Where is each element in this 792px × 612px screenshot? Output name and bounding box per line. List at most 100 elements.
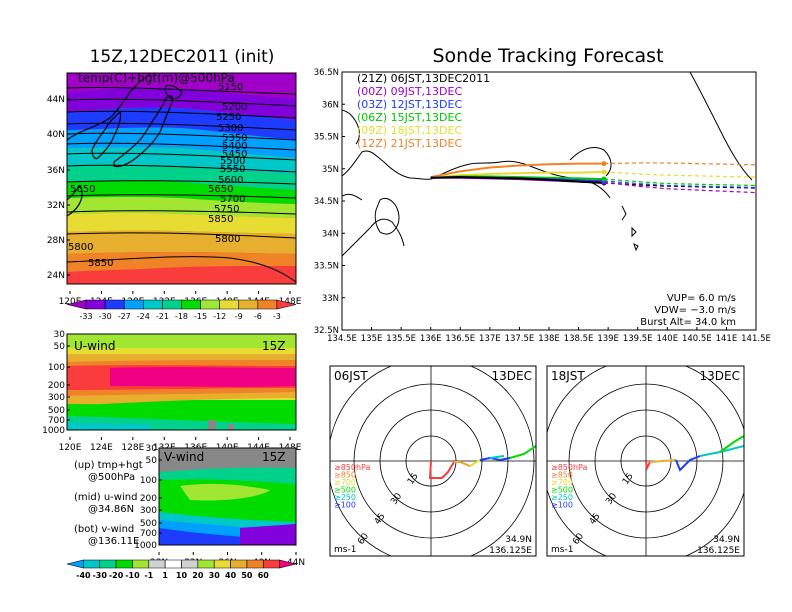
colorbar-cell: [115, 559, 133, 569]
y-tick-label: 36N: [47, 166, 65, 176]
x-tick-label: 135E: [361, 334, 383, 344]
hodo-legend-entry: ≥500: [551, 486, 573, 495]
hodo-legend-entry: ≥250: [551, 493, 573, 502]
track-legend-entry: (12Z) 21JST,13DEC: [357, 137, 462, 150]
colorbar-cell: [200, 299, 220, 310]
contour-label: 5150: [218, 82, 243, 93]
colorbar-label: -33: [80, 312, 93, 321]
colorbar-cell: [230, 559, 248, 569]
hodo-time: 06JST: [334, 369, 368, 383]
colorbar-label: 20: [192, 571, 204, 580]
colorbar-label: -15: [194, 312, 207, 321]
colorbar-cell: [197, 559, 215, 569]
y-tick-label: 700: [48, 416, 65, 426]
x-tick-label: 141.5E: [741, 334, 771, 344]
track-dashed-line: [603, 180, 756, 189]
note-line: (mid) u-wind: [74, 492, 137, 503]
track-line: [430, 176, 605, 184]
mid-panel: U-wind 15Z 120E124E128E132E136E140E144E1…: [42, 330, 302, 453]
hodo-date: 13DEC: [492, 369, 532, 383]
y-tick-label: 34.5N: [314, 197, 339, 207]
colorbar-cell: [148, 559, 166, 569]
colorbar-cell: [262, 559, 280, 569]
contour-label: 5650: [70, 184, 95, 195]
x-tick-label: 120E: [59, 297, 82, 307]
note-line: @500hPa: [88, 472, 135, 483]
y-tick-label: 32.5N: [314, 326, 339, 336]
contour-label: 5450: [222, 149, 247, 160]
x-tick-label: 128E: [121, 443, 144, 453]
y-tick-label: 44N: [47, 95, 65, 105]
hodo-legend-entry: ≥700: [334, 478, 356, 487]
contour-label: 5750: [214, 204, 239, 215]
hodo-legend-entry: ≥850: [551, 471, 573, 480]
colorbar-label: 40: [225, 571, 237, 580]
colorbar-label: -1: [144, 571, 153, 580]
colorbar-label: 1: [162, 571, 168, 580]
upper-panel-label: temp(C)+hgt(m)@500hPa: [78, 71, 235, 85]
hodo-legend-entry: ≥850: [334, 471, 356, 480]
contour-label: 5300: [218, 123, 243, 134]
x-tick-label: 135.5E: [386, 334, 416, 344]
colorbar-cell: [143, 299, 163, 310]
x-tick-label: 137E: [479, 334, 501, 344]
right-title: Sonde Tracking Forecast: [432, 45, 663, 67]
y-tick-label: 300: [140, 506, 157, 516]
colorbar-cell: [164, 559, 182, 569]
y-tick-label: 50: [146, 456, 158, 466]
burst-point: [601, 169, 607, 175]
colorbar-cell: [257, 299, 278, 310]
y-tick-label: 35.5N: [314, 133, 339, 143]
y-tick-label: 100: [48, 363, 65, 373]
track-legend-entry: (21Z) 06JST,13DEC2011: [357, 72, 490, 85]
y-tick-label: 28N: [47, 236, 65, 246]
colorbar-cell: [238, 299, 259, 310]
hodo-legend-entry: ≥700: [551, 478, 573, 487]
bottom-panel-label: V-wind: [164, 450, 204, 464]
bottom-panel-time: 15Z: [262, 450, 286, 464]
x-tick-label: 124E: [90, 443, 113, 453]
colorbar-cell: [99, 559, 117, 569]
colorbar-label: -3: [273, 312, 281, 321]
colorbar-label: -10: [125, 571, 140, 580]
y-tick-label: 33.5N: [314, 262, 339, 272]
y-tick-label: 24N: [47, 271, 65, 281]
hodo-lon: 136.125E: [489, 546, 532, 556]
y-tick-label: 32N: [47, 201, 65, 211]
hodo-legend-entry: ≥250: [334, 493, 356, 502]
burst-point: [601, 161, 607, 167]
upper-panel: 5150 5200 5250 5300 5350 5400 5450 5500 …: [47, 71, 302, 321]
track-dashed-line: [603, 162, 756, 166]
left-title: 15Z,12DEC2011 (init): [90, 47, 275, 67]
x-tick-label: 138E: [538, 334, 560, 344]
colorbar-cell: [181, 559, 199, 569]
track-dashed-line: [603, 178, 756, 187]
x-tick-label: 138.5E: [564, 334, 594, 344]
x-tick-label: 139E: [597, 334, 619, 344]
colorbar-cell: [181, 299, 201, 310]
param-vdw: VDW= −3.0 m/s: [654, 305, 736, 316]
colorbar-label: -21: [156, 312, 169, 321]
colorbar-label: -6: [254, 312, 262, 321]
colorbar-label: 50: [241, 571, 253, 580]
x-tick-label: 148E: [279, 297, 302, 307]
contour-label: 5650: [208, 184, 233, 195]
x-tick-label: 141E: [716, 334, 738, 344]
contour-label: 5850: [208, 214, 233, 225]
colorbar-label: -27: [118, 312, 131, 321]
y-tick-label: 50: [54, 342, 66, 352]
mid-panel-time: 15Z: [262, 339, 286, 353]
mid-panel-label: U-wind: [74, 339, 115, 353]
contour-label: 5800: [215, 234, 240, 245]
colorbar-cell: [213, 559, 231, 569]
note-line: (up) tmp+hgt: [74, 460, 143, 471]
colorbar-cell: [66, 559, 84, 569]
y-tick-label: 36N: [322, 100, 339, 110]
colorbar-cell: [104, 299, 125, 310]
contour-label: 5200: [222, 102, 247, 113]
x-tick-label: 140E: [656, 334, 678, 344]
x-tick-label: 140.5E: [682, 334, 712, 344]
panel-notes: (up) tmp+hgt @500hPa (mid) u-wind @34.86…: [74, 460, 143, 547]
contour-label: 5550: [220, 164, 245, 175]
